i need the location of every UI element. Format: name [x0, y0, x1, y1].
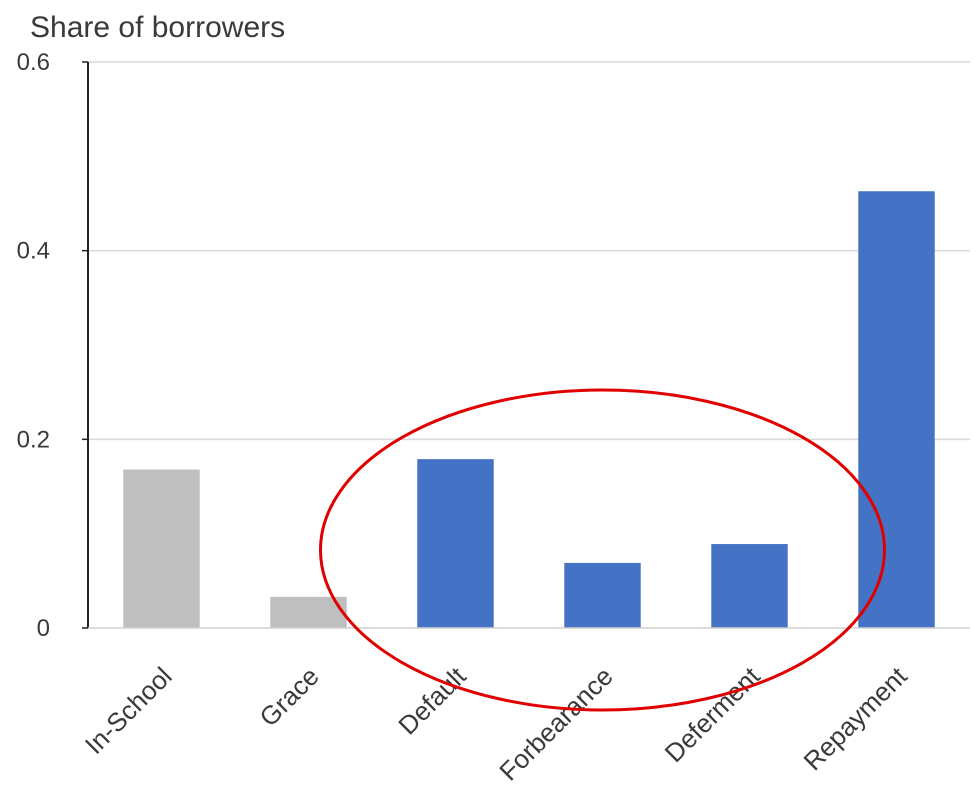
y-tick-label: 0.6: [17, 49, 50, 76]
y-axis-ticks: 0 0.2 0.4 0.6: [17, 49, 88, 642]
bar-in-school: [123, 469, 200, 628]
x-tick-label: Forbearance: [493, 661, 618, 786]
y-tick-label: 0.4: [17, 238, 50, 265]
bars: [123, 191, 935, 628]
gridlines: [88, 61, 970, 441]
y-tick-label: 0.2: [17, 426, 50, 453]
y-tick-label: 0: [37, 615, 50, 642]
x-tick-label: Repayment: [798, 660, 914, 776]
highlight-ellipse: [319, 388, 886, 712]
x-tick-label: Grace: [253, 661, 324, 732]
bar-grace: [270, 596, 347, 628]
bar-forbearance: [564, 562, 641, 628]
y-axis-title: Share of borrowers: [30, 11, 285, 44]
x-axis-labels: In-School Grace Default Forbearance Defermen…: [79, 660, 913, 786]
x-tick-label: Deferment: [659, 660, 767, 768]
bar-deferment: [711, 544, 788, 628]
bar-repayment: [858, 191, 935, 628]
x-tick-label: Default: [392, 660, 472, 740]
x-tick-label: In-School: [79, 661, 178, 760]
bar-default: [417, 459, 494, 628]
